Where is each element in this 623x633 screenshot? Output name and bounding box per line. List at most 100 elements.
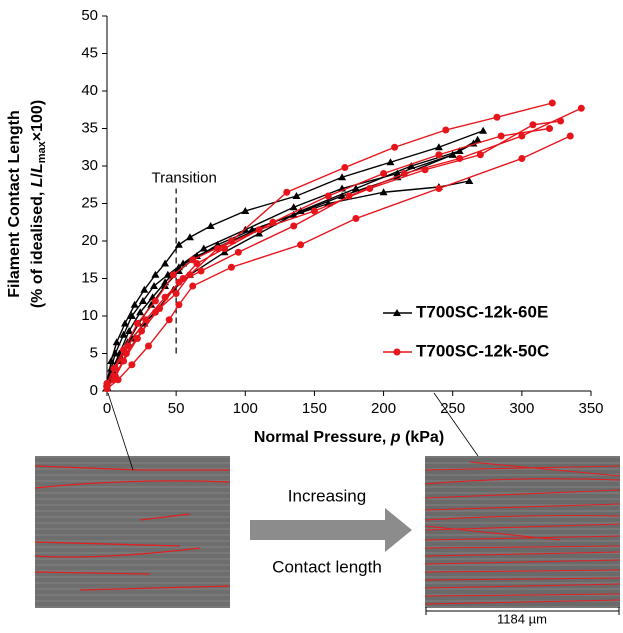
y-tick-label: 25 <box>81 194 98 211</box>
marker <box>227 263 235 271</box>
marker <box>179 259 188 267</box>
x-tick-label: 300 <box>509 400 534 417</box>
marker <box>142 316 150 324</box>
marker <box>421 166 429 174</box>
marker <box>269 218 277 226</box>
marker <box>380 170 388 177</box>
label-part: p <box>390 429 401 446</box>
marker <box>150 282 159 289</box>
marker <box>557 117 565 125</box>
marker <box>179 275 187 282</box>
label-part: Normal Pressure, <box>254 429 391 446</box>
series-line <box>106 180 470 384</box>
marker <box>546 125 554 132</box>
marker <box>112 338 121 346</box>
x-tick-label: 250 <box>440 400 465 417</box>
marker <box>127 312 136 319</box>
y-tick-label: 50 <box>81 7 98 24</box>
marker <box>136 308 145 316</box>
y-tick-label: 45 <box>81 44 98 61</box>
marker <box>379 188 388 196</box>
marker <box>341 164 349 171</box>
x-axis-label: Normal Pressure, p (kPa) <box>254 429 444 446</box>
scale-bar-label: 1184 µm <box>497 611 547 626</box>
marker <box>199 244 208 252</box>
x-tick-label: 200 <box>371 400 396 417</box>
marker <box>289 210 298 218</box>
marker <box>193 260 201 267</box>
marker <box>518 155 526 162</box>
marker <box>120 357 128 365</box>
y-tick-label: 0 <box>90 382 98 399</box>
micrograph-right <box>424 456 621 608</box>
marker <box>214 245 222 252</box>
marker <box>497 132 505 140</box>
x-tick-label: 100 <box>233 400 258 417</box>
label-part: L <box>29 177 46 187</box>
marker <box>407 162 416 169</box>
legend-marker <box>393 348 401 356</box>
marker <box>338 192 347 199</box>
marker <box>221 245 229 252</box>
marker <box>169 271 177 279</box>
marker <box>366 185 374 192</box>
marker <box>435 151 443 159</box>
marker <box>111 349 120 357</box>
marker <box>138 297 147 304</box>
series-line <box>106 107 582 388</box>
marker <box>283 188 291 196</box>
marker <box>189 282 197 290</box>
y-axis-label: (% of idealised, L/Lmax×100) <box>29 100 48 308</box>
marker <box>197 267 205 275</box>
marker <box>163 270 172 278</box>
marker <box>234 248 242 256</box>
marker <box>161 282 170 289</box>
arrow-bottom-label: Contact length <box>272 557 382 576</box>
micrograph-left <box>34 456 231 608</box>
label-part: ×100) <box>29 100 46 141</box>
legend-label: T700SC-12k-60E <box>416 302 548 321</box>
marker <box>120 319 129 327</box>
legend-label: T700SC-12k-50C <box>416 341 549 360</box>
marker <box>144 342 152 350</box>
marker <box>119 330 128 338</box>
marker <box>400 170 408 177</box>
y-tick-label: 40 <box>81 82 98 99</box>
marker <box>130 300 139 308</box>
legend-marker <box>393 309 401 316</box>
marker <box>103 380 111 387</box>
marker <box>140 285 149 293</box>
marker <box>292 192 301 199</box>
marker <box>110 376 118 384</box>
marker <box>351 184 360 192</box>
marker <box>133 320 141 327</box>
marker <box>529 121 537 129</box>
arrow-top-label: Increasing <box>288 486 366 505</box>
marker <box>338 173 347 181</box>
marker <box>435 185 443 192</box>
marker <box>147 300 156 308</box>
marker <box>124 342 132 350</box>
y-axis-label: Filament Contact Length <box>6 110 23 298</box>
label-part: (% of idealised, <box>29 187 46 308</box>
arrow <box>250 508 412 552</box>
marker <box>111 365 119 372</box>
marker <box>165 316 173 324</box>
marker <box>185 233 194 241</box>
marker <box>175 301 183 309</box>
marker <box>186 271 194 279</box>
marker <box>448 150 457 158</box>
marker <box>290 222 298 230</box>
y-tick-label: 5 <box>90 344 98 361</box>
marker <box>161 293 169 301</box>
marker <box>391 143 399 151</box>
marker <box>128 361 136 369</box>
y-tick-label: 10 <box>81 307 98 324</box>
marker <box>161 259 170 267</box>
annotation: Transition <box>151 169 216 186</box>
label-part: / <box>29 172 46 177</box>
marker <box>442 126 450 134</box>
marker <box>473 135 482 143</box>
marker <box>241 207 250 214</box>
